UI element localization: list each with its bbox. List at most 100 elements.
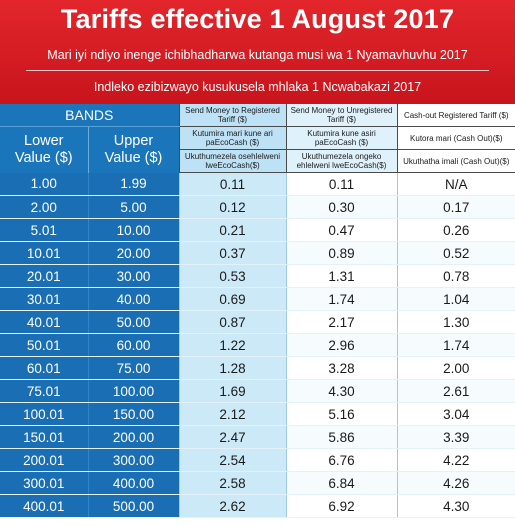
lower-value: 60.01	[0, 356, 89, 380]
lower-value: 30.01	[0, 287, 89, 311]
subtitle-shona: Mari iyi ndiyo inenge ichibhadharwa kuta…	[47, 48, 468, 62]
banner-divider	[26, 70, 489, 71]
unregistered-tariff: 2.17	[285, 310, 398, 334]
upper-value: 5.00	[88, 195, 180, 219]
registered-tariff: 1.69	[178, 379, 287, 403]
unregistered-tariff: 6.76	[285, 448, 398, 472]
table-row: 200.01 300.00 2.54 6.76 4.22	[0, 448, 515, 472]
registered-tariff: 0.53	[178, 264, 287, 288]
lower-value-header: Lower Value ($)	[0, 126, 89, 173]
table-row: 20.01 30.00 0.53 1.31 0.78	[0, 264, 515, 288]
registered-tariff: 2.12	[178, 402, 287, 426]
cashout-tariff: 4.26	[396, 471, 515, 495]
cashout-tariff: 0.17	[396, 195, 515, 219]
table-row: 2.00 5.00 0.12 0.30 0.17	[0, 195, 515, 219]
lower-value: 2.00	[0, 195, 89, 219]
registered-tariff: 2.58	[178, 471, 287, 495]
tariff-table: BANDS Send Money to Registered Tariff ($…	[0, 104, 515, 518]
cashout-tariff: 1.30	[396, 310, 515, 334]
unregistered-tariff: 3.28	[285, 356, 398, 380]
table-row: 30.01 40.00 0.69 1.74 1.04	[0, 287, 515, 311]
upper-value: 300.00	[88, 448, 180, 472]
cashout-tariff: 4.30	[396, 494, 515, 518]
unregistered-col-title: Send Money to Unregistered Tariff ($)	[285, 104, 398, 127]
table-row: 1.00 1.99 0.11 0.11 N/A	[0, 172, 515, 196]
lower-value: 5.01	[0, 218, 89, 242]
lower-value: 20.01	[0, 264, 89, 288]
cashout-tariff: 2.00	[396, 356, 515, 380]
table-row: 150.01 200.00 2.47 5.86 3.39	[0, 425, 515, 449]
registered-tariff: 0.11	[178, 172, 287, 196]
table-row: 75.01 100.00 1.69 4.30 2.61	[0, 379, 515, 403]
unregistered-tariff: 4.30	[285, 379, 398, 403]
registered-tariff: 1.22	[178, 333, 287, 357]
unregistered-tariff: 1.74	[285, 287, 398, 311]
registered-tariff: 0.21	[178, 218, 287, 242]
unregistered-tariff: 0.30	[285, 195, 398, 219]
cashout-col-shona: Kutora mari (Cash Out)($)	[396, 126, 515, 150]
cashout-tariff: 0.78	[396, 264, 515, 288]
unregistered-tariff: 6.92	[285, 494, 398, 518]
upper-value: 30.00	[88, 264, 180, 288]
upper-value: 75.00	[88, 356, 180, 380]
table-row: 60.01 75.00 1.28 3.28 2.00	[0, 356, 515, 380]
upper-value: 500.00	[88, 494, 180, 518]
lower-value: 100.01	[0, 402, 89, 426]
cashout-tariff: 3.04	[396, 402, 515, 426]
lower-value: 300.01	[0, 471, 89, 495]
cashout-tariff: 3.39	[396, 425, 515, 449]
registered-tariff: 0.12	[178, 195, 287, 219]
registered-tariff: 2.62	[178, 494, 287, 518]
table-row: 400.01 500.00 2.62 6.92 4.30	[0, 494, 515, 518]
upper-value: 20.00	[88, 241, 180, 265]
upper-value: 1.99	[88, 172, 180, 196]
lower-value: 40.01	[0, 310, 89, 334]
table-row: 10.01 20.00 0.37 0.89 0.52	[0, 241, 515, 265]
cashout-col-ndebele: Ukuthatha imali (Cash Out)($)	[396, 149, 515, 173]
table-row: 40.01 50.00 0.87 2.17 1.30	[0, 310, 515, 334]
lower-value: 1.00	[0, 172, 89, 196]
registered-col-shona: Kutumira mari kune ari paEcoCash ($)	[178, 126, 287, 150]
header-banner: Tariffs effective 1 August 2017 Mari iyi…	[0, 0, 515, 104]
registered-tariff: 1.28	[178, 356, 287, 380]
lower-value: 200.01	[0, 448, 89, 472]
table-row: 5.01 10.00 0.21 0.47 0.26	[0, 218, 515, 242]
upper-value: 50.00	[88, 310, 180, 334]
registered-tariff: 2.47	[178, 425, 287, 449]
subtitle-ndebele: Indleko ezibizwayo kusukusela mhlaka 1 N…	[93, 80, 422, 94]
cashout-tariff: N/A	[396, 172, 515, 196]
registered-col-title: Send Money to Registered Tariff ($)	[178, 104, 287, 127]
cashout-tariff: 1.04	[396, 287, 515, 311]
cashout-tariff: 0.26	[396, 218, 515, 242]
lower-value: 400.01	[0, 494, 89, 518]
table-row: 50.01 60.00 1.22 2.96 1.74	[0, 333, 515, 357]
bands-header: BANDS	[0, 104, 180, 127]
registered-tariff: 0.87	[178, 310, 287, 334]
cashout-tariff: 2.61	[396, 379, 515, 403]
upper-value: 60.00	[88, 333, 180, 357]
lower-value: 150.01	[0, 425, 89, 449]
lower-value: 10.01	[0, 241, 89, 265]
upper-value-header: Upper Value ($)	[88, 126, 180, 173]
upper-value: 100.00	[88, 379, 180, 403]
lower-value: 75.01	[0, 379, 89, 403]
page-title: Tariffs effective 1 August 2017	[60, 4, 455, 34]
cashout-tariff: 0.52	[396, 241, 515, 265]
upper-value: 400.00	[88, 471, 180, 495]
upper-value: 10.00	[88, 218, 180, 242]
unregistered-tariff: 2.96	[285, 333, 398, 357]
upper-value: 40.00	[88, 287, 180, 311]
table-row: 300.01 400.00 2.58 6.84 4.26	[0, 471, 515, 495]
unregistered-tariff: 0.89	[285, 241, 398, 265]
registered-col-ndebele: Ukuthumezela osehlelweni lweEcoCash($)	[178, 149, 287, 173]
unregistered-tariff: 6.84	[285, 471, 398, 495]
unregistered-tariff: 0.11	[285, 172, 398, 196]
unregistered-col-shona: Kutumira kune asiri paEcoCash ($)	[285, 126, 398, 150]
registered-tariff: 2.54	[178, 448, 287, 472]
unregistered-col-ndebele: Ukuthumezela ongeko ehlelweni lweEcoCash…	[285, 149, 398, 173]
upper-value: 150.00	[88, 402, 180, 426]
lower-value: 50.01	[0, 333, 89, 357]
upper-value: 200.00	[88, 425, 180, 449]
registered-tariff: 0.37	[178, 241, 287, 265]
